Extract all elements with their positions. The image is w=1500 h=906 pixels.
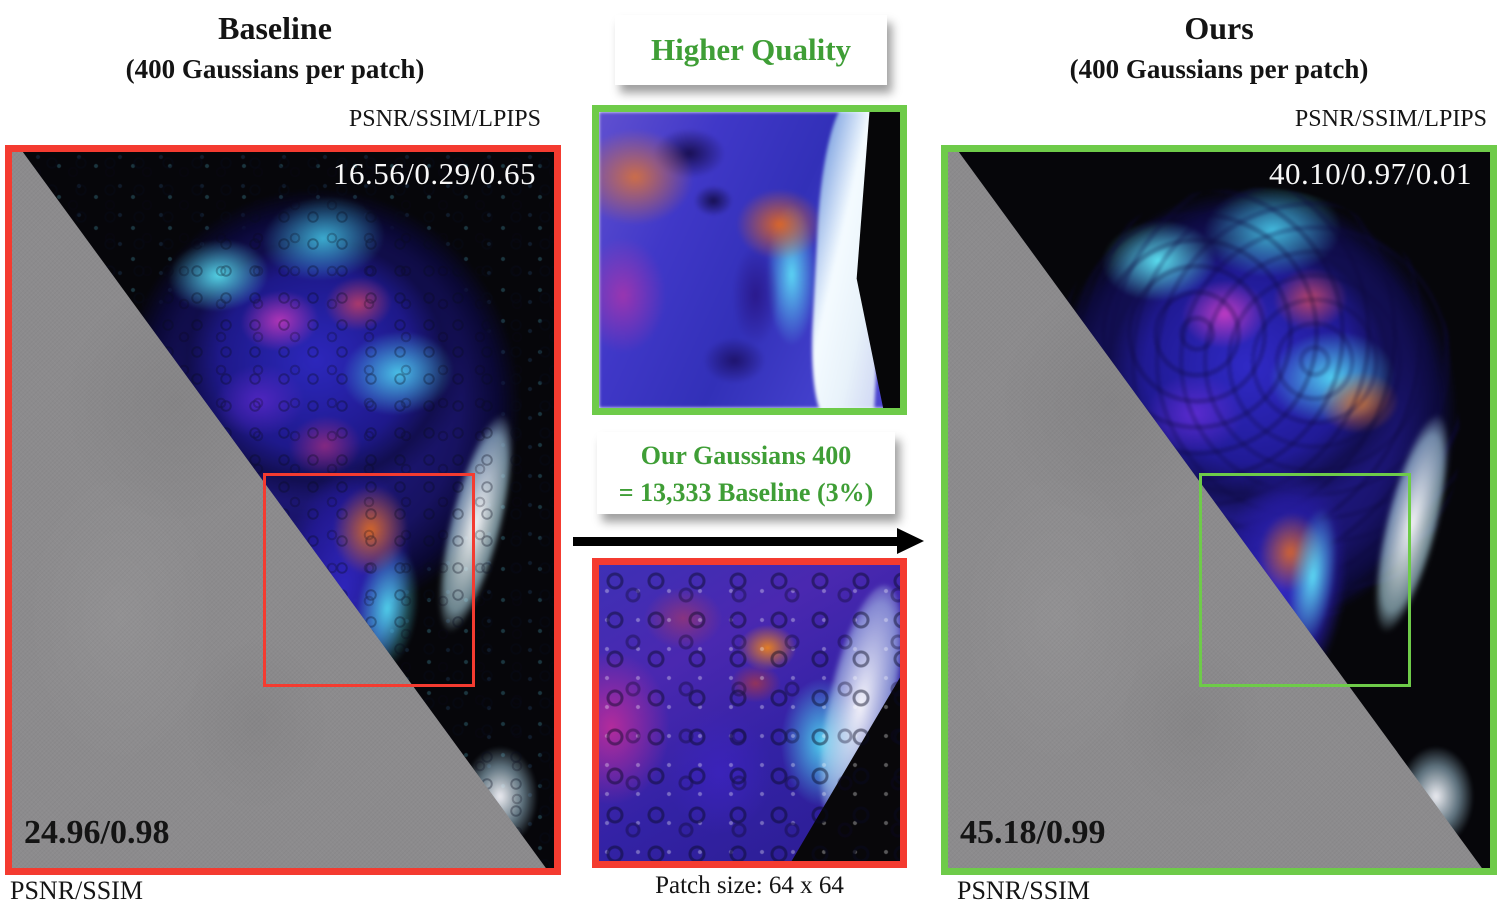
baseline-metrics-header: PSNR/SSIM/LPIPS (348, 106, 541, 132)
ours-image: 40.10/0.97/0.01 45.18/0.99 (941, 145, 1497, 875)
gaussian-equivalence-note: Our Gaussians 400 = 13,333 Baseline (3%) (597, 432, 895, 514)
ours-zoom-crop-image (592, 105, 907, 415)
baseline-render: 16.56/0.29/0.65 24.96/0.98 (12, 152, 554, 868)
baseline-title: Baseline (218, 10, 332, 46)
baseline-footer-label: PSNR/SSIM (10, 876, 143, 905)
arrow-right-icon-head (897, 528, 924, 554)
ours-title-block: Ours (400 Gaussians per patch) (941, 8, 1497, 86)
higher-quality-badge: Higher Quality (615, 15, 887, 85)
ours-title: Ours (1184, 10, 1254, 46)
baseline-zoom-crop-image (592, 558, 907, 868)
ours-zoom-region-box (1199, 473, 1411, 687)
equivalence-line1: Our Gaussians 400 (640, 441, 852, 470)
baseline-psnr-ssim-lpips-value: 16.56/0.29/0.65 (333, 156, 536, 191)
patch-gaussian-ring-artifacts (599, 565, 900, 861)
ours-footer-label: PSNR/SSIM (957, 876, 1090, 905)
ours-psnr-ssim-value: 45.18/0.99 (960, 814, 1106, 851)
ours-zoom-crop-render (599, 112, 900, 408)
patch-size-caption: Patch size: 64 x 64 (655, 872, 844, 899)
ours-render: 40.10/0.97/0.01 45.18/0.99 (948, 152, 1490, 868)
baseline-subtitle: (400 Gaussians per patch) (125, 54, 425, 84)
ours-psnr-ssim-lpips-value: 40.10/0.97/0.01 (1269, 156, 1472, 191)
equivalence-line2: = 13,333 Baseline (3%) (618, 478, 874, 507)
baseline-zoom-crop-render (599, 565, 900, 861)
ours-subtitle: (400 Gaussians per patch) (1069, 54, 1369, 84)
baseline-psnr-ssim-value: 24.96/0.98 (24, 814, 170, 851)
arrow-right-icon (573, 537, 899, 546)
baseline-title-block: Baseline (400 Gaussians per patch) (0, 8, 550, 86)
baseline-zoom-region-box (263, 473, 475, 687)
ours-metrics-header: PSNR/SSIM/LPIPS (1294, 106, 1487, 132)
baseline-image: 16.56/0.29/0.65 24.96/0.98 (5, 145, 561, 875)
